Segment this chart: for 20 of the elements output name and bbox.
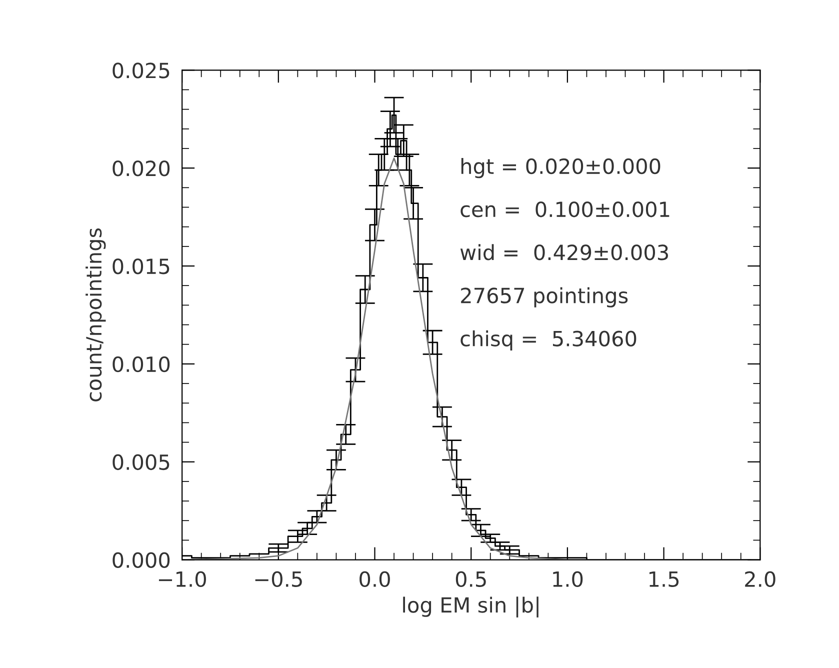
x-tick-label: 0.5	[456, 571, 486, 588]
annotation: 27657 pointings	[461, 287, 628, 308]
x-tick-label: −0.5	[255, 571, 302, 588]
x-tick-label: −1.0	[158, 571, 206, 588]
annotation: wid = 0.429±0.003	[460, 244, 668, 260]
annotation: chisq = 5.34060	[460, 330, 636, 351]
y-tick-label: 0.010	[112, 356, 170, 372]
x-tick-label: 1.5	[650, 572, 679, 588]
annotation: hgt = 0.020±0.000	[461, 158, 660, 178]
annotation: cen = 0.100±0.001	[460, 201, 670, 218]
y-tick-label: 0.000	[112, 552, 170, 568]
y-tick-label: 0.005	[112, 454, 170, 470]
y-tick-label: 0.020	[112, 160, 170, 176]
x-tick-label: 1.0	[553, 571, 583, 588]
x-tick-label: 0.0	[360, 571, 390, 588]
y-axis-title: count/npointings	[86, 228, 106, 402]
y-tick-label: 0.025	[112, 62, 170, 78]
x-axis-title: log EM sin |b|	[403, 596, 538, 618]
y-tick-label: 0.015	[112, 258, 170, 274]
x-tick-label: 2.0	[745, 571, 776, 588]
